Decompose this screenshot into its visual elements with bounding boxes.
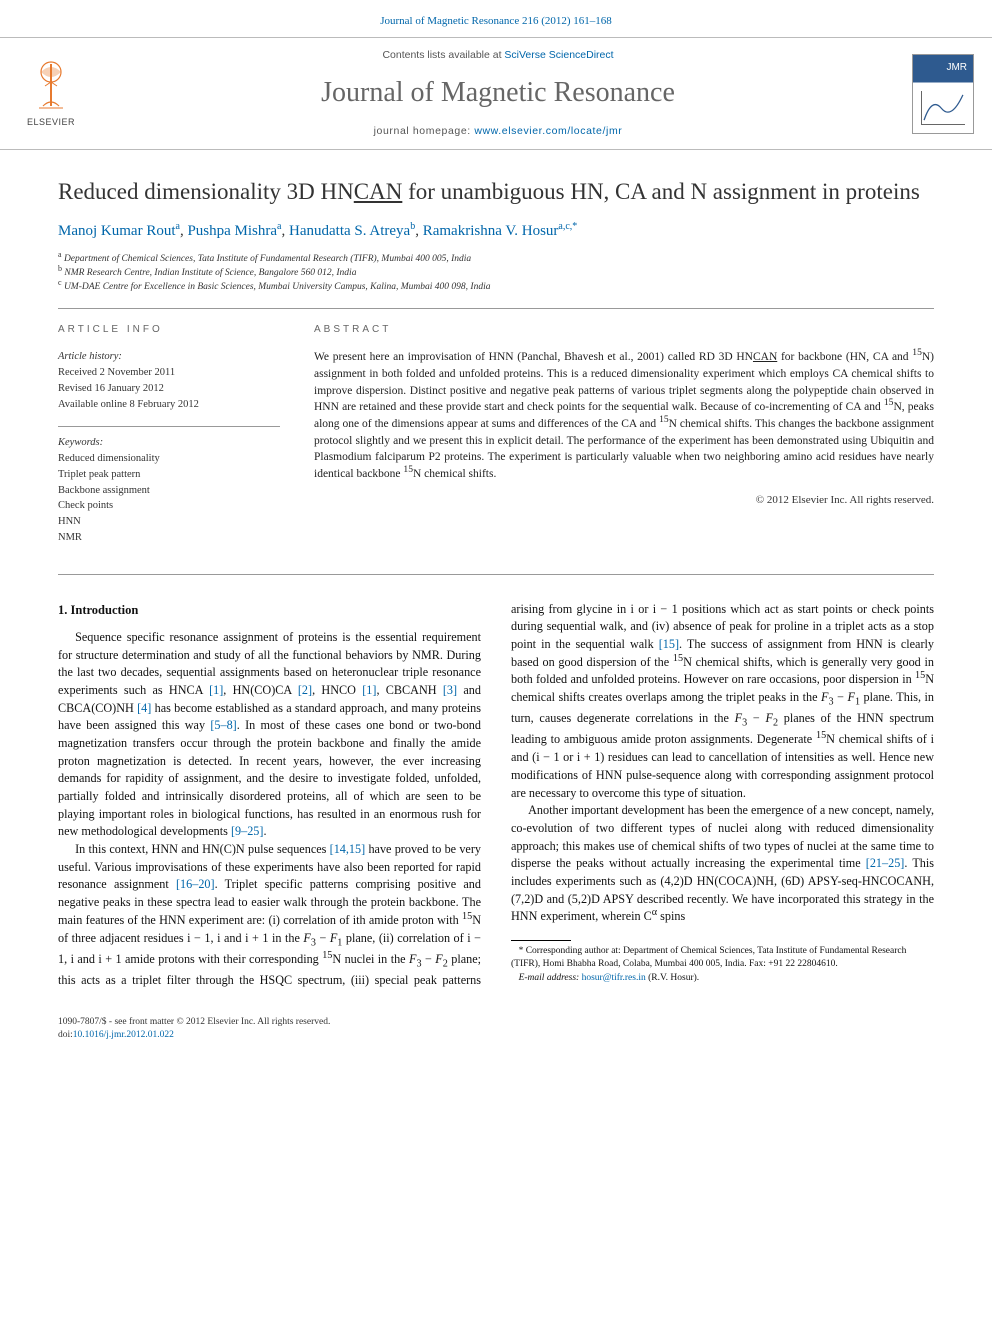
email-tail: (R.V. Hosur). [646, 973, 699, 983]
keyword-0: Reduced dimensionality [58, 451, 280, 467]
citation-ref[interactable]: [4] [137, 701, 151, 715]
author-list: Manoj Kumar Routa, Pushpa Mishraa, Hanud… [58, 221, 934, 242]
keyword-4: HNN [58, 514, 280, 530]
history-received: Received 2 November 2011 [58, 365, 280, 381]
section-1-heading: 1. Introduction [58, 601, 481, 619]
contents-text: Contents lists available at [382, 49, 504, 61]
keywords-label: Keywords: [58, 435, 280, 451]
abstract-copyright: © 2012 Elsevier Inc. All rights reserved… [314, 493, 934, 508]
intro-para-3: Another important development has been t… [511, 802, 934, 926]
homepage-link[interactable]: www.elsevier.com/locate/jmr [474, 125, 622, 137]
author-3[interactable]: Hanudatta S. Atreya [289, 223, 410, 239]
keyword-2: Backbone assignment [58, 483, 280, 499]
info-divider [58, 426, 280, 427]
affiliation-a: a Department of Chemical Sciences, Tata … [58, 252, 934, 266]
issn-line: 1090-7807/$ - see front matter © 2012 El… [58, 1016, 934, 1029]
title-pre: Reduced dimensionality 3D HN [58, 179, 354, 204]
journal-cover-thumbnail[interactable] [912, 54, 974, 134]
citation-link[interactable]: Journal of Magnetic Resonance 216 (2012)… [380, 15, 612, 27]
page-footer: 1090-7807/$ - see front matter © 2012 El… [0, 1010, 992, 1061]
doi-line: doi:10.1016/j.jmr.2012.01.022 [58, 1029, 934, 1042]
footnote-block: * Corresponding author at: Department of… [511, 940, 934, 985]
journal-homepage-line: journal homepage: www.elsevier.com/locat… [84, 124, 912, 139]
corresponding-email-link[interactable]: hosur@tifr.res.in [582, 973, 646, 983]
email-label: E-mail address: [519, 973, 582, 983]
author-2[interactable]: Pushpa Mishra [187, 223, 277, 239]
citation-ref[interactable]: [1] [362, 683, 376, 697]
history-label: Article history: [58, 349, 280, 365]
history-online: Available online 8 February 2012 [58, 397, 280, 413]
author-4[interactable]: Ramakrishna V. Hosur [423, 223, 559, 239]
article-body: Reduced dimensionality 3D HNCAN for unam… [0, 150, 992, 1010]
elsevier-logo[interactable]: ELSEVIER [18, 55, 84, 133]
elsevier-label: ELSEVIER [27, 116, 75, 129]
abstract-column: ABSTRACT We present here an improvisatio… [314, 323, 934, 559]
article-title: Reduced dimensionality 3D HNCAN for unam… [58, 178, 934, 207]
article-info-column: ARTICLE INFO Article history: Received 2… [58, 323, 280, 559]
citation-ref[interactable]: [14,15] [330, 842, 366, 856]
keywords-block: Keywords: Reduced dimensionality Triplet… [58, 435, 280, 545]
email-footnote: E-mail address: hosur@tifr.res.in (R.V. … [511, 972, 934, 985]
author-1[interactable]: Manoj Kumar Rout [58, 223, 176, 239]
journal-name: Journal of Magnetic Resonance [84, 73, 912, 112]
title-underlined: CAN [354, 179, 403, 204]
affiliation-c: c UM-DAE Centre for Excellence in Basic … [58, 280, 934, 294]
intro-para-1: Sequence specific resonance assignment o… [58, 629, 481, 841]
citation-ref[interactable]: [2] [298, 683, 312, 697]
keyword-3: Check points [58, 498, 280, 514]
journal-masthead: ELSEVIER Contents lists available at Sci… [0, 37, 992, 150]
article-info-heading: ARTICLE INFO [58, 323, 280, 337]
article-history: Article history: Received 2 November 201… [58, 349, 280, 412]
homepage-label: journal homepage: [374, 125, 475, 137]
body-two-columns: 1. Introduction Sequence specific resona… [58, 601, 934, 990]
abstract-text: We present here an improvisation of HNN … [314, 349, 934, 482]
contents-available-line: Contents lists available at SciVerse Sci… [84, 48, 912, 63]
footnote-rule [511, 940, 571, 941]
author-3-affil: b [410, 221, 415, 232]
corresponding-author-footnote: * Corresponding author at: Department of… [511, 945, 934, 972]
author-4-affil: a,c,* [558, 221, 577, 232]
divider-bottom [58, 574, 934, 575]
history-revised: Revised 16 January 2012 [58, 381, 280, 397]
citation-header: Journal of Magnetic Resonance 216 (2012)… [0, 0, 992, 37]
abstract-heading: ABSTRACT [314, 323, 934, 337]
doi-label: doi: [58, 1030, 73, 1040]
keyword-5: NMR [58, 530, 280, 546]
elsevier-tree-icon [25, 58, 77, 114]
citation-ref[interactable]: [9–25] [231, 824, 264, 838]
citation-ref[interactable]: [1] [209, 683, 223, 697]
sciencedirect-link[interactable]: SciVerse ScienceDirect [504, 49, 613, 61]
citation-ref[interactable]: [5–8] [210, 718, 236, 732]
author-1-affil: a [176, 221, 180, 232]
affiliations: a Department of Chemical Sciences, Tata … [58, 252, 934, 295]
title-post: for unambiguous HN, CA and N assignment … [402, 179, 919, 204]
affiliation-b: b NMR Research Centre, Indian Institute … [58, 266, 934, 280]
keyword-1: Triplet peak pattern [58, 467, 280, 483]
info-abstract-row: ARTICLE INFO Article history: Received 2… [58, 323, 934, 559]
citation-ref[interactable]: [3] [443, 683, 457, 697]
citation-ref[interactable]: [15] [659, 637, 679, 651]
author-2-affil: a [277, 221, 281, 232]
citation-ref[interactable]: [21–25] [866, 856, 905, 870]
citation-ref[interactable]: [16–20] [176, 877, 215, 891]
cover-plot-icon [921, 91, 965, 125]
masthead-center: Contents lists available at SciVerse Sci… [84, 48, 912, 139]
divider-top [58, 308, 934, 309]
doi-link[interactable]: 10.1016/j.jmr.2012.01.022 [73, 1030, 174, 1040]
